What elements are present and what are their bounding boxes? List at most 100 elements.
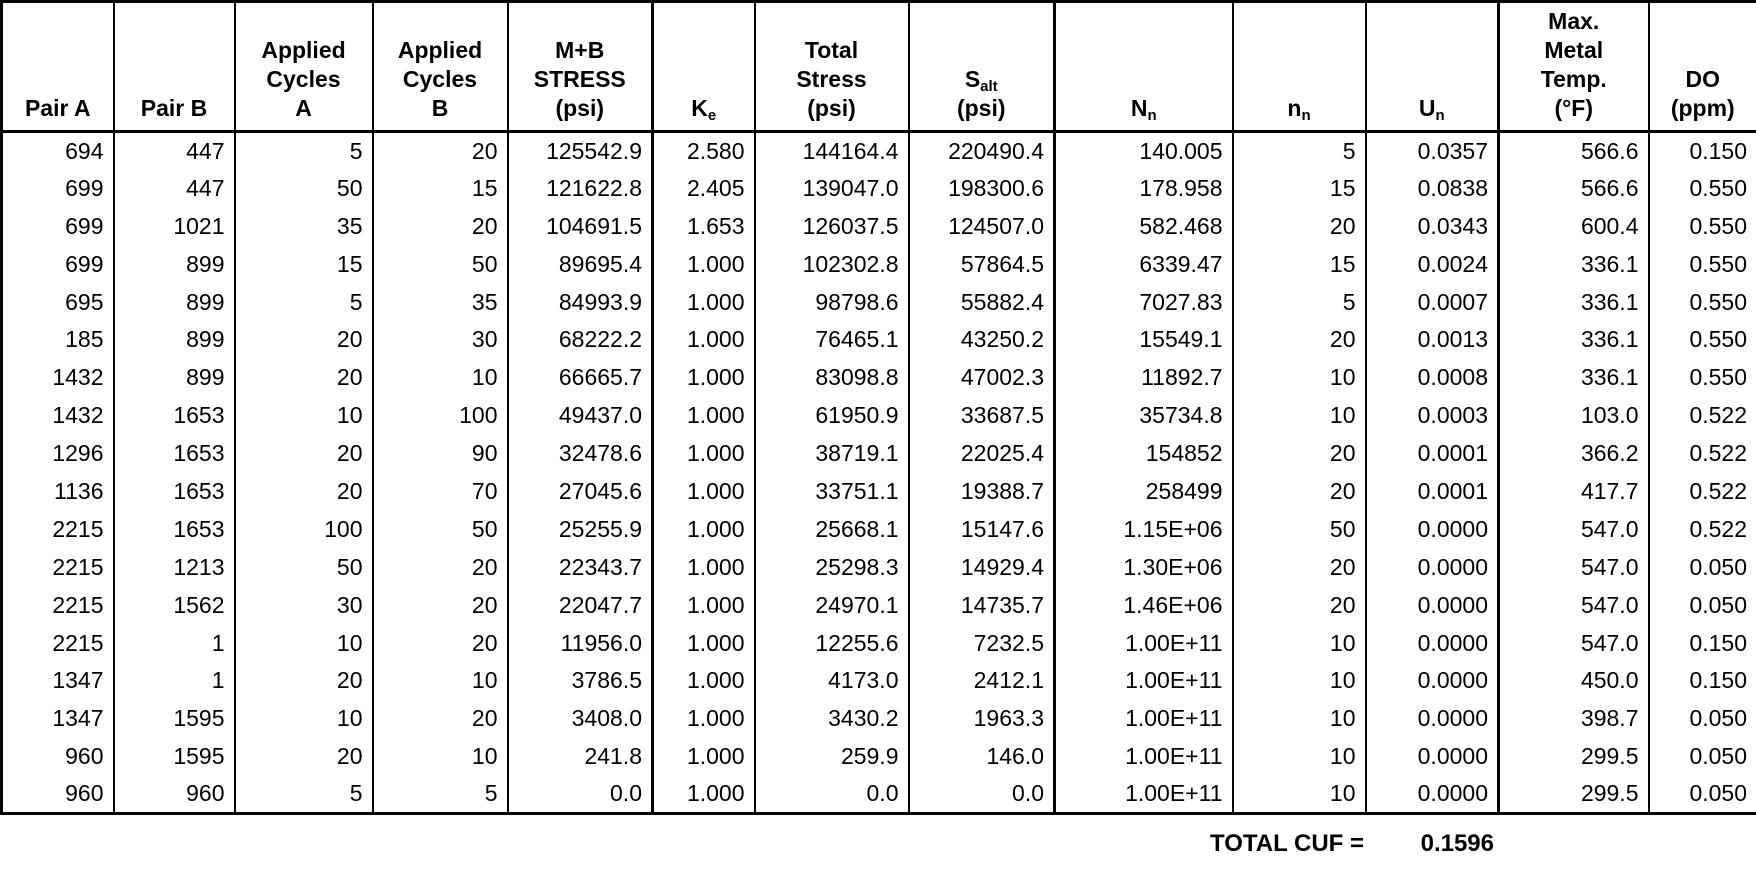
column-header-nn-lower: nn (1231, 1, 1366, 133)
table-cell: 104691.5 (506, 207, 653, 246)
table-cell: 1347 (52, 705, 104, 732)
table-cell: 20 (1231, 434, 1366, 473)
table-cell: 899 (112, 283, 235, 321)
table-cell: 0.0000 (1364, 737, 1499, 776)
table-cell: 0.550 (1647, 169, 1756, 208)
table-cell: 695 (65, 288, 104, 315)
table-cell: 450.0 (1497, 661, 1649, 700)
table-cell: 0.050 (1647, 699, 1756, 738)
column-header-pair-b: Pair B (112, 1, 235, 133)
table-cell: 14929.4 (907, 548, 1055, 587)
table-cell: 11892.7 (1053, 358, 1233, 397)
table-row: 699 899 15 50 89695.4 1.000 102302.8 57864.5 633… (2, 245, 1756, 284)
table-row: 2215 1653 100 50 25255.9 1.000 25668.1 15147.6 1… (2, 510, 1756, 549)
table-cell: 20 (371, 131, 508, 170)
table-cell: 447 (112, 169, 235, 208)
table-cell: 600.4 (1497, 207, 1649, 246)
table-cell: 5 (233, 775, 373, 814)
table-cell: 417.7 (1497, 472, 1649, 511)
table-cell: 140.005 (1053, 131, 1233, 170)
table-cell: 0.0000 (1364, 548, 1499, 587)
column-header-applied-cycles-b: Applied Cycles B (371, 1, 508, 133)
table-cell: 14735.7 (907, 586, 1055, 625)
table-cell: 899 (112, 320, 235, 359)
table-cell: 299.5 (1497, 737, 1649, 776)
table-cell: 336.1 (1497, 358, 1649, 397)
table-cell: 0.550 (1647, 358, 1756, 397)
table-cell: 1.000 (651, 699, 755, 738)
table-cell: 1296 (52, 440, 104, 467)
table-cell: 185 (65, 326, 104, 353)
table-cell: 38719.1 (753, 434, 909, 473)
table-cell: 2.580 (651, 131, 755, 170)
table-cell: 1653 (112, 434, 235, 473)
table-cell: 1963.3 (907, 699, 1055, 738)
table-cell: 89695.4 (506, 245, 653, 284)
table-row: 1136 1653 20 70 27045.6 1.000 33751.1 19388.7 25… (2, 472, 1756, 511)
table-cell: 10 (371, 358, 508, 397)
table-cell: 19388.7 (907, 472, 1055, 511)
table-cell: 90 (371, 434, 508, 473)
table-cell: 0.050 (1647, 775, 1756, 814)
table-cell: 0.050 (1647, 548, 1756, 587)
table-cell: 50 (233, 548, 373, 587)
table-cell: 1.000 (651, 245, 755, 284)
table-cell: 25255.9 (506, 510, 653, 549)
table-cell: 2215 (52, 553, 104, 580)
table-cell: 0.522 (1647, 472, 1756, 511)
table-cell: 35734.8 (1053, 396, 1233, 435)
table-cell: 2215 (52, 515, 104, 542)
table-cell: 1.000 (651, 320, 755, 359)
table-cell: 30 (233, 586, 373, 625)
table-cell: 100 (371, 396, 508, 435)
table-cell: 1 (112, 661, 235, 700)
table-cell: 22343.7 (506, 548, 653, 587)
table-cell: 0.522 (1647, 434, 1756, 473)
table-cell: 2.405 (651, 169, 755, 208)
table-cell: 0.0001 (1364, 472, 1499, 511)
table-cell: 1.000 (651, 548, 755, 587)
table-cell: 47002.3 (907, 358, 1055, 397)
table-cell: 35 (233, 207, 373, 246)
table-cell: 258499 (1053, 472, 1233, 511)
table-cell: 0.0838 (1364, 169, 1499, 208)
table-cell: 10 (1231, 624, 1366, 662)
table-cell: 0.0000 (1364, 624, 1499, 662)
table-cell: 126037.5 (753, 207, 909, 246)
table-cell: 547.0 (1497, 548, 1649, 587)
table-cell: 1.000 (651, 737, 755, 776)
table-cell: 20 (371, 548, 508, 587)
table-cell: 10 (1231, 396, 1366, 435)
table-cell: 50 (233, 169, 373, 208)
table-row: 185 899 20 30 68222.2 1.000 76465.1 43250.2 1554… (2, 320, 1756, 359)
table-cell: 1.000 (651, 510, 755, 549)
table-cell: 336.1 (1497, 320, 1649, 359)
table-cell: 3408.0 (506, 699, 653, 738)
table-cell: 10 (1231, 737, 1366, 776)
table-row: 1432 899 20 10 66665.7 1.000 83098.8 47002.3 118… (2, 358, 1756, 397)
table-cell: 299.5 (1497, 775, 1649, 814)
table-cell: 20 (233, 358, 373, 397)
table-cell: 447 (112, 131, 235, 170)
table-cell: 0.0000 (1364, 586, 1499, 625)
table-cell: 582.468 (1053, 207, 1233, 246)
table-cell: 10 (233, 396, 373, 435)
table-cell: 35 (371, 283, 508, 321)
table-cell: 0.550 (1647, 245, 1756, 284)
table-cell: 0.0007 (1364, 283, 1499, 321)
table-cell: 694 (65, 137, 104, 164)
total-cuf-value: 0.1596 (1420, 829, 1494, 857)
table-cell: 699 (65, 250, 104, 277)
table-cell: 899 (112, 358, 235, 397)
table-cell: 0.050 (1647, 586, 1756, 625)
table-row: 1432 1653 10 100 49437.0 1.000 61950.9 33687.5 3… (2, 396, 1756, 435)
table-cell: 1653 (112, 396, 235, 435)
table-cell: 25298.3 (753, 548, 909, 587)
table-cell: 0.0 (506, 775, 653, 814)
table-cell: 1 (112, 624, 235, 662)
table-cell: 2412.1 (907, 661, 1055, 700)
table-cell: 0.0008 (1364, 358, 1499, 397)
table-cell: 10 (233, 699, 373, 738)
table-body: 694 447 5 20 125542.9 2.580 144164.4 220490.4 14… (2, 131, 1756, 814)
table-cell: 4173.0 (753, 661, 909, 700)
